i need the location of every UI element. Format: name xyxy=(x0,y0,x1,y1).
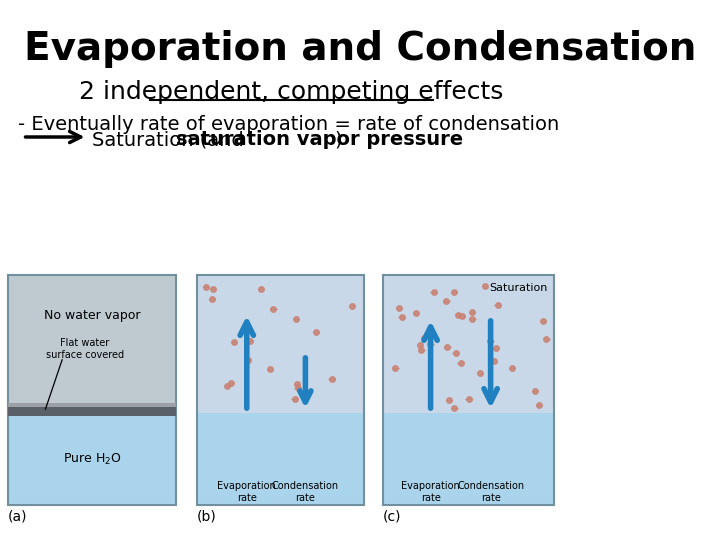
Bar xyxy=(382,413,554,505)
Bar xyxy=(382,275,554,413)
Bar xyxy=(8,413,176,505)
Text: Condensation
rate: Condensation rate xyxy=(272,481,339,503)
Text: Evaporation
rate: Evaporation rate xyxy=(217,481,276,503)
Bar xyxy=(197,413,364,505)
Text: Saturation: Saturation xyxy=(489,283,548,293)
Text: No water vapor: No water vapor xyxy=(44,309,140,322)
Text: Evaporation and Condensation: Evaporation and Condensation xyxy=(24,30,697,68)
Bar xyxy=(8,275,176,505)
Bar xyxy=(8,403,176,407)
Bar xyxy=(197,275,364,413)
Bar xyxy=(8,407,176,416)
Bar xyxy=(382,275,554,505)
Text: Pure H$_2$O: Pure H$_2$O xyxy=(63,451,122,467)
Text: Flat water
surface covered: Flat water surface covered xyxy=(46,338,124,360)
Bar xyxy=(8,275,176,413)
Text: Saturation (and: Saturation (and xyxy=(92,130,251,149)
Text: Condensation
rate: Condensation rate xyxy=(457,481,524,503)
Text: (c): (c) xyxy=(382,510,401,524)
Text: saturation vapor pressure: saturation vapor pressure xyxy=(176,130,464,149)
Text: - Eventually rate of evaporation = rate of condensation: - Eventually rate of evaporation = rate … xyxy=(18,115,559,134)
Text: 2 independent, competing effects: 2 independent, competing effects xyxy=(79,80,503,104)
Text: Evaporation
rate: Evaporation rate xyxy=(401,481,460,503)
Text: ): ) xyxy=(335,130,343,149)
Text: (a): (a) xyxy=(8,510,27,524)
Bar xyxy=(197,275,364,505)
Text: (b): (b) xyxy=(197,510,216,524)
